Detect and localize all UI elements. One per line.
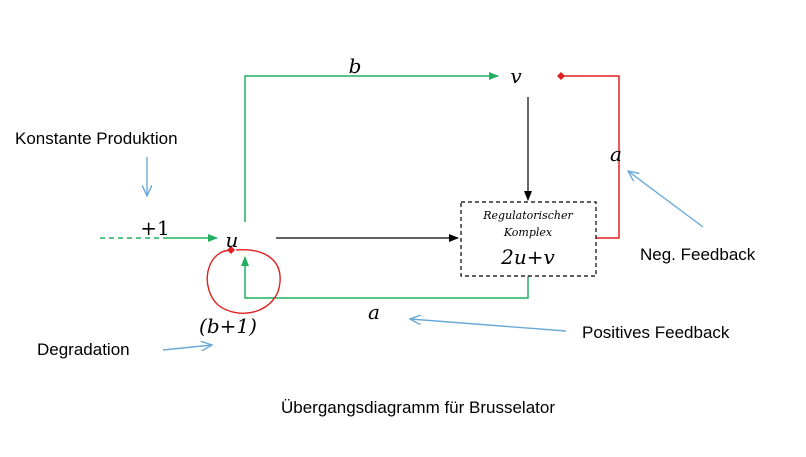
arrow-degradation (162, 345, 212, 350)
arrow-positives-feedback (410, 319, 567, 332)
edge-complex-to-u-a (241, 256, 529, 299)
arrow-neg-feedback (628, 171, 704, 228)
annotation-konstante-produktion: Konstante Produktion (15, 129, 178, 148)
label-plus-one: +1 (140, 216, 169, 240)
complex-formula: 2u+v (500, 245, 555, 269)
label-b: b (349, 54, 362, 78)
annotation-positives-feedback: Positives Feedback (582, 323, 730, 342)
complex-label-line1: Regulatorischer (482, 209, 573, 222)
annotation-neg-feedback: Neg. Feedback (640, 245, 756, 264)
label-degradation-rate: (b+1) (199, 314, 257, 338)
label-a-right: a (610, 142, 622, 166)
diagram-caption: Übergangsdiagramm für Brusselator (281, 398, 555, 417)
regulatory-complex-box (460, 201, 597, 277)
node-u: u (226, 228, 239, 252)
label-a-bottom: a (368, 300, 380, 324)
degradation-diamond (227, 246, 235, 254)
node-v: v (510, 64, 522, 88)
complex-label-line2: Komplex (503, 226, 553, 239)
edge-degradation-loop (206, 249, 281, 314)
annotation-degradation: Degradation (37, 340, 130, 359)
edge-u-to-v-b (244, 72, 499, 222)
edge-complex-to-v-neg (557, 72, 620, 239)
